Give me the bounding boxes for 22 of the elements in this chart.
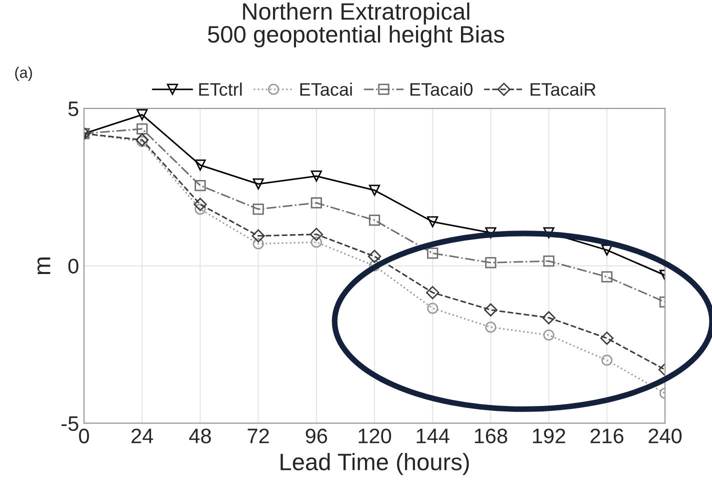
legend-label: ETacai0 [410,82,473,96]
legend-label: ETacai [300,82,352,96]
x-axis-title: Lead Time (hours) [280,453,469,476]
x-tick-label: 72 [248,428,269,444]
x-tick-label: 144 [416,428,450,444]
x-tick-label: 24 [132,428,154,444]
x-tick-label: 96 [306,428,328,444]
x-tick-label: 168 [474,428,508,444]
y-tick-label: 0 [68,258,78,274]
x-tick-label: 0 [79,428,89,444]
text: (a) [15,66,32,81]
legend-label: ETctrl [199,82,242,96]
x-tick-label: 120 [358,428,392,444]
y-tick-label: 5 [68,102,78,116]
y-axis-title: m [37,258,50,274]
x-tick-label: 48 [189,428,211,444]
x-tick-label: 240 [648,428,682,444]
chart-title: Northern Extratropical 500 geopotential height Bias [208,2,504,48]
legend-label: ETacaiR [530,82,596,96]
y-tick-label: -5 [62,416,78,431]
x-tick-label: 216 [590,428,624,444]
x-tick-label: 192 [533,428,566,444]
